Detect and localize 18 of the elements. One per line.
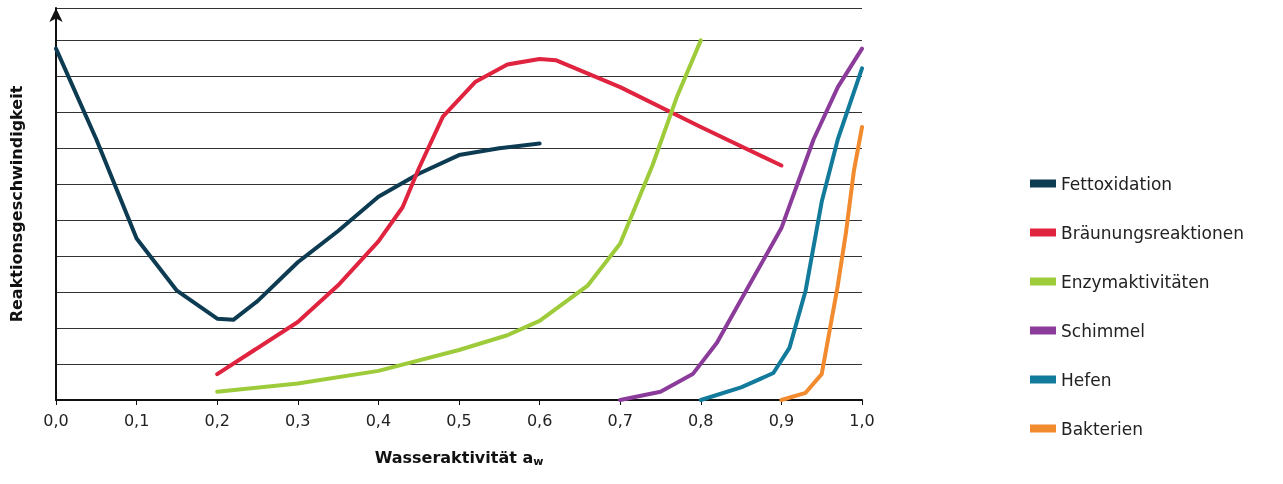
- x-tick-label: 0,9: [768, 410, 795, 430]
- legend-label: Enzymaktivitäten: [1061, 271, 1210, 292]
- legend-label: Bakterien: [1061, 418, 1143, 439]
- legend-label: Bräunungsreaktionen: [1061, 222, 1244, 243]
- y-axis-title: Reaktionsgeschwindigkeit: [6, 85, 26, 323]
- x-tick-label: 0,2: [204, 410, 230, 430]
- x-tick-label: 0,6: [526, 410, 553, 430]
- legend-label: Hefen: [1061, 369, 1112, 390]
- x-tick-label: 0,7: [607, 410, 633, 430]
- x-tick-label: 0,8: [688, 410, 714, 430]
- legend-label: Fettoxidation: [1061, 173, 1173, 194]
- x-tick-label: 0,5: [446, 410, 472, 430]
- x-tick-label: 0,4: [365, 410, 392, 430]
- x-tick-label: 0,3: [285, 410, 311, 430]
- legend-label: Schimmel: [1061, 320, 1145, 341]
- x-tick-label: 0,0: [43, 410, 69, 430]
- x-tick-label: 0,1: [123, 410, 150, 430]
- x-tick-label: 1,0: [849, 410, 875, 430]
